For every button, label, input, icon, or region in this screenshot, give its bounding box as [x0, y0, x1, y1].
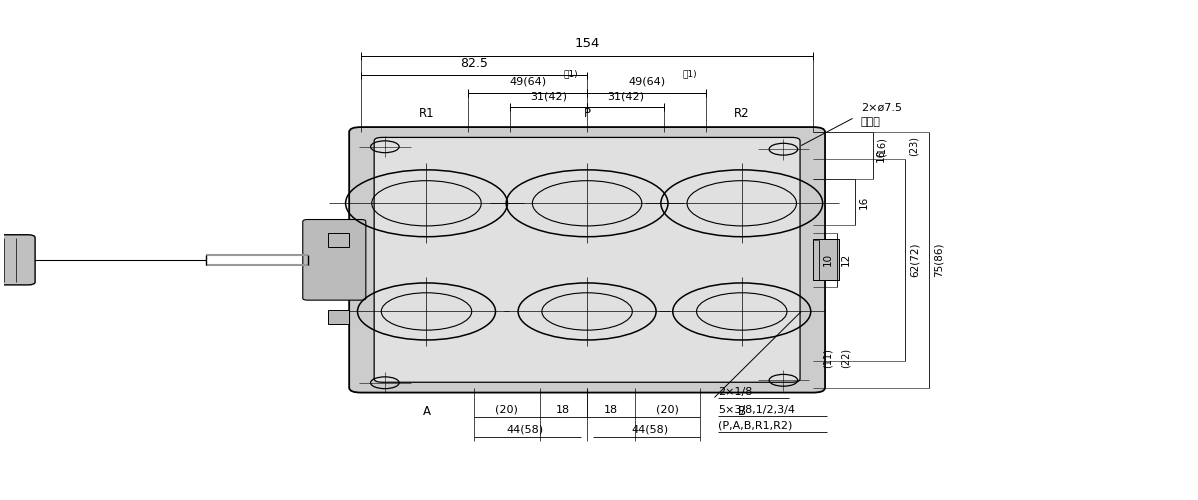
Text: 62(72): 62(72) [909, 242, 920, 277]
Text: 75(86): 75(86) [933, 242, 943, 277]
Text: 注1): 注1) [683, 69, 697, 78]
Text: 154: 154 [574, 37, 600, 50]
Text: (23): (23) [908, 136, 919, 156]
Text: (11): (11) [823, 348, 833, 368]
Text: 5×3/8,1/2,3/4: 5×3/8,1/2,3/4 [718, 404, 795, 414]
Text: (P,A,B,R1,R2): (P,A,B,R1,R2) [718, 421, 792, 431]
FancyBboxPatch shape [349, 127, 825, 392]
Text: 44(58): 44(58) [631, 424, 668, 434]
Text: 2×ø7.5: 2×ø7.5 [860, 102, 902, 113]
Bar [328, 310, 349, 324]
Text: 10: 10 [823, 254, 833, 266]
Text: 31(42): 31(42) [607, 92, 645, 102]
Text: (16): (16) [876, 137, 887, 156]
Text: (20): (20) [657, 404, 679, 414]
Text: 44(58): 44(58) [506, 424, 543, 434]
Text: R1: R1 [418, 106, 435, 120]
Text: 2×1/8: 2×1/8 [718, 388, 752, 398]
Text: R2: R2 [734, 106, 750, 120]
Text: 注1): 注1) [563, 69, 577, 78]
Text: (20): (20) [495, 404, 519, 414]
FancyBboxPatch shape [374, 138, 800, 382]
Bar [813, 240, 840, 281]
Text: B: B [738, 405, 746, 418]
Text: 16: 16 [876, 148, 887, 162]
Text: 18: 18 [556, 404, 570, 414]
Text: 12: 12 [841, 253, 851, 266]
FancyBboxPatch shape [0, 235, 35, 285]
Text: P: P [583, 106, 591, 120]
Text: (22): (22) [841, 348, 851, 368]
FancyBboxPatch shape [303, 220, 365, 300]
Text: 16: 16 [858, 196, 869, 208]
Text: 49(64): 49(64) [509, 77, 546, 87]
Text: 18: 18 [604, 404, 618, 414]
Text: 49(64): 49(64) [628, 77, 665, 87]
Text: 取付穴: 取付穴 [860, 117, 881, 127]
Text: 31(42): 31(42) [530, 92, 567, 102]
Text: 82.5: 82.5 [460, 56, 488, 70]
Bar [328, 234, 349, 247]
Text: A: A [423, 405, 430, 418]
